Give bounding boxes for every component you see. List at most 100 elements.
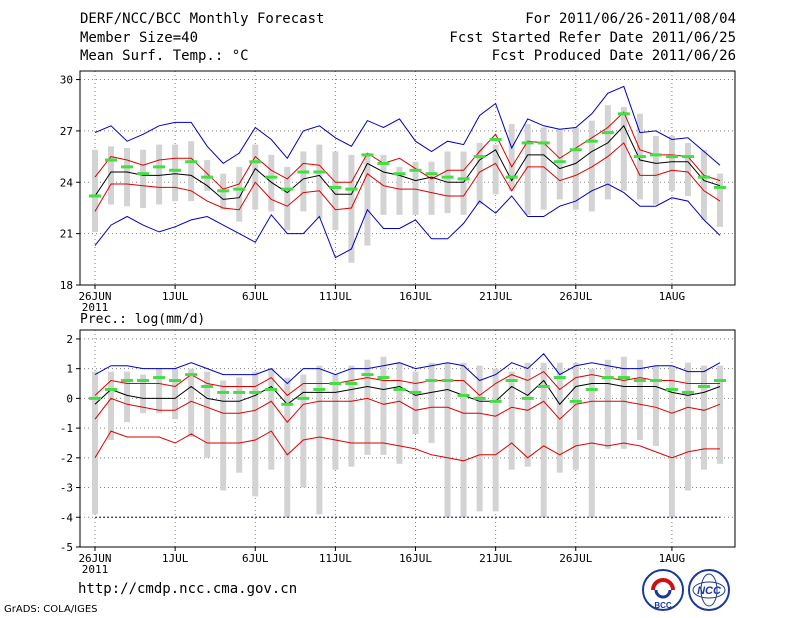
ensemble-box (540, 362, 547, 518)
upper-spread-line (94, 111, 721, 190)
y-tick-label: -3 (60, 482, 73, 495)
x-tick-label: 6JUL (242, 290, 269, 303)
forecast-marker (409, 168, 422, 172)
forecast-produced-date: Fcst Produced Date 2011/06/26 (491, 48, 736, 64)
ensemble-box (172, 144, 179, 202)
forecast-marker (393, 172, 406, 176)
ensemble-box (524, 362, 531, 467)
ensemble-box (396, 362, 403, 464)
ensemble-box (700, 365, 707, 470)
ncc-logo-text: NCC (697, 585, 722, 597)
forecast-marker (553, 160, 566, 164)
forecast-marker (601, 376, 614, 380)
ensemble-box (92, 149, 98, 232)
ensemble-box (572, 362, 579, 470)
ensemble-mean-line (94, 379, 721, 406)
x-tick-label: 21JUL (479, 290, 512, 303)
y-tick-label: 30 (60, 74, 73, 87)
forecast-marker (185, 373, 198, 377)
ensemble-box (268, 154, 275, 212)
forecast-marker (473, 396, 486, 400)
forecast-marker (521, 396, 534, 400)
forecast-marker (169, 168, 182, 172)
y-tick-label: -2 (60, 452, 73, 465)
forecast-marker (714, 185, 726, 189)
ensemble-box (476, 365, 483, 512)
forecast-marker (649, 379, 662, 383)
forecast-marker (473, 155, 486, 159)
y-tick-label: 24 (60, 176, 74, 189)
forecast-marker (585, 387, 598, 391)
forecast-marker (313, 387, 326, 391)
ensemble-box (524, 124, 531, 215)
x-tick-label: 26JUL (559, 552, 592, 565)
ensemble-box (604, 105, 611, 200)
forecast-marker (249, 390, 262, 394)
ensemble-box (620, 106, 627, 191)
bcc-logo: BCC (642, 569, 684, 611)
ensemble-box (220, 380, 227, 491)
ensemble-box (492, 144, 499, 195)
y-tick-label: -1 (60, 422, 73, 435)
plot-frame (79, 70, 736, 286)
ensemble-box (668, 365, 675, 518)
x-tick-label: 1JUL (162, 552, 189, 565)
y-tick-label: 0 (66, 392, 73, 405)
ensemble-box (140, 149, 147, 208)
ensemble-box (540, 127, 547, 210)
lower-envelope-line (94, 183, 721, 259)
forecast-marker (553, 376, 566, 380)
ensemble-box (588, 120, 595, 212)
x-tick-label: 1JUL (162, 290, 189, 303)
y-tick-label: 18 (60, 279, 73, 292)
ensemble-box (316, 365, 323, 515)
forecast-marker (457, 177, 470, 181)
forecast-marker (633, 379, 646, 383)
forecast-marker (617, 112, 630, 116)
ensemble-box (204, 160, 211, 191)
forecast-marker (297, 396, 310, 400)
ensemble-box (604, 359, 611, 449)
precip-panel-title: Prec.: log(mm/d) (80, 312, 205, 327)
forecast-marker (361, 373, 374, 377)
plot-frame (79, 329, 736, 548)
forecast-marker (441, 175, 454, 179)
ensemble-box (620, 356, 627, 449)
forecast-marker (633, 155, 646, 159)
ensemble-box (717, 173, 723, 227)
forecast-marker (265, 175, 278, 179)
forecast-marker (169, 379, 182, 383)
ncc-logo: NCC (688, 569, 730, 611)
ensemble-box (460, 151, 467, 215)
forecast-marker (281, 402, 294, 406)
lower-spread-line-2 (94, 430, 720, 462)
ensemble-box (380, 154, 387, 215)
ensemble-box (236, 377, 243, 473)
ensemble-box (172, 368, 179, 420)
x-tick-label: 26JUN (78, 290, 111, 303)
forecast-marker (441, 379, 454, 383)
forecast-marker (153, 165, 166, 169)
ensemble-box (668, 136, 675, 191)
forecast-period: For 2011/06/26-2011/08/04 (525, 11, 736, 27)
forecast-marker (409, 390, 422, 394)
source-url[interactable]: http://cmdp.ncc.cma.gov.cn (78, 581, 298, 597)
ensemble-box (428, 161, 435, 215)
forecast-marker (697, 175, 710, 179)
x-tick-label: 26JUN (78, 552, 111, 565)
forecast-marker (537, 141, 550, 145)
forecast-marker (281, 187, 294, 191)
forecast-marker (569, 148, 582, 152)
ensemble-mean-line (94, 124, 721, 200)
x-tick-label: 1AUG (659, 552, 686, 565)
forecast-marker (569, 399, 582, 403)
ensemble-box (556, 362, 563, 473)
forecast-marker (153, 376, 166, 380)
ensemble-box (380, 356, 387, 455)
ensemble-box (652, 365, 659, 446)
ensemble-box (284, 377, 291, 518)
ensemble-box (300, 151, 307, 212)
forecast-marker (217, 189, 230, 193)
